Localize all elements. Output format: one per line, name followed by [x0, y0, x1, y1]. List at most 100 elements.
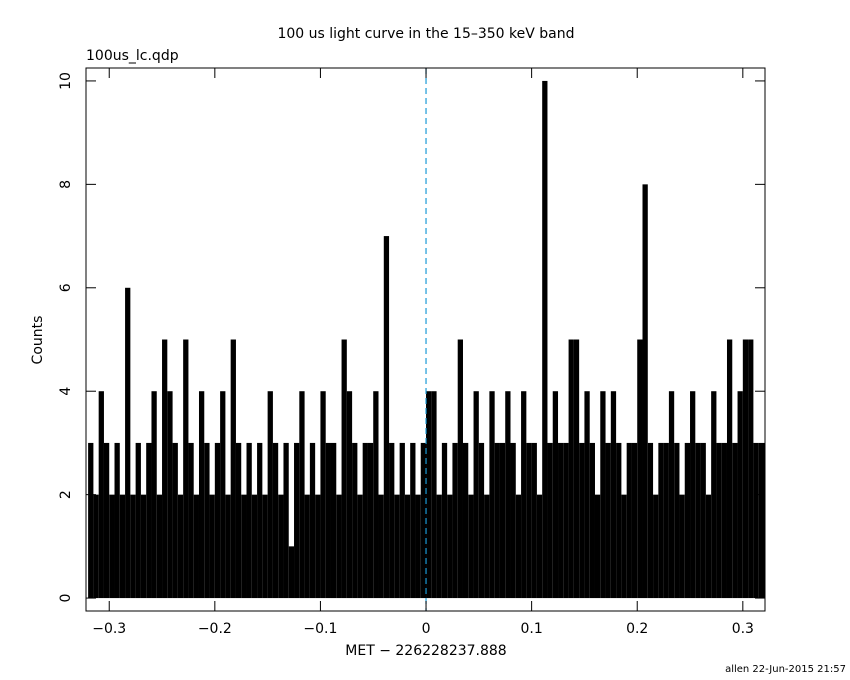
- bar: [558, 442, 564, 599]
- bar: [695, 442, 701, 599]
- bar: [183, 339, 189, 599]
- bar: [357, 494, 363, 599]
- bar: [668, 391, 675, 599]
- bar: [563, 442, 569, 599]
- bar: [426, 391, 432, 599]
- chart-title: 100 us light curve in the 15–350 keV ban…: [277, 26, 574, 42]
- y-axis-label: Counts: [30, 316, 46, 365]
- bar: [679, 494, 685, 599]
- bar: [579, 442, 585, 599]
- bar: [473, 391, 479, 599]
- bar: [737, 391, 743, 599]
- bar: [711, 391, 717, 599]
- bar: [135, 442, 141, 599]
- y-tick-label: 10: [58, 72, 74, 90]
- bar: [198, 391, 205, 599]
- bar: [389, 442, 395, 599]
- bar: [125, 287, 131, 599]
- bar: [631, 442, 638, 599]
- bar: [552, 391, 559, 599]
- bar: [742, 339, 749, 599]
- bar: [526, 442, 532, 599]
- bar: [468, 494, 474, 599]
- bar: [521, 391, 527, 599]
- bar: [146, 442, 152, 599]
- bar: [637, 339, 643, 599]
- bar: [605, 442, 611, 599]
- x-tick-label: 0.2: [626, 621, 648, 637]
- bar: [330, 442, 337, 599]
- x-tick-label: −0.3: [92, 621, 126, 637]
- x-tick-label: 0: [422, 621, 431, 637]
- bar: [394, 494, 400, 599]
- bar: [294, 442, 300, 599]
- bar: [209, 494, 215, 599]
- bar: [325, 442, 331, 599]
- bar: [610, 391, 617, 599]
- bar: [193, 494, 199, 599]
- bar: [204, 442, 210, 599]
- bar: [267, 391, 273, 599]
- bar: [716, 442, 722, 599]
- plot-frame: [85, 67, 766, 612]
- bar: [658, 442, 664, 599]
- bar: [700, 442, 706, 599]
- bar: [262, 494, 268, 599]
- bar: [373, 391, 379, 599]
- bar: [167, 391, 173, 599]
- bar: [283, 442, 289, 599]
- x-tick-label: −0.2: [198, 621, 232, 637]
- bar: [642, 184, 648, 599]
- bar: [410, 442, 416, 599]
- bar: [600, 391, 606, 599]
- bar: [753, 442, 759, 599]
- bar: [130, 494, 136, 599]
- bar: [103, 442, 110, 599]
- bar: [378, 494, 384, 599]
- bar: [758, 442, 765, 599]
- bar: [663, 442, 669, 599]
- bar: [705, 494, 712, 599]
- bar: [304, 494, 310, 599]
- bar: [352, 442, 358, 599]
- bar: [151, 391, 157, 599]
- bar: [362, 442, 368, 599]
- bar: [499, 442, 506, 599]
- y-tick-label: 6: [58, 283, 74, 292]
- bar: [431, 391, 437, 599]
- x-tick-label: 0.3: [732, 621, 754, 637]
- bar: [404, 494, 411, 599]
- bar: [420, 442, 427, 599]
- bar: [140, 494, 147, 599]
- bar: [299, 391, 305, 599]
- bar: [88, 442, 94, 599]
- x-tick-label: 0.1: [520, 621, 542, 637]
- bar: [547, 442, 553, 599]
- bar: [257, 442, 263, 599]
- bar: [315, 494, 321, 599]
- bar: [415, 494, 421, 599]
- bar: [478, 442, 485, 599]
- bar: [336, 494, 342, 599]
- bar: [748, 339, 754, 599]
- bar: [399, 442, 405, 599]
- bar: [447, 494, 453, 599]
- bar: [156, 494, 163, 599]
- x-axis-label: MET − 226228237.888: [345, 643, 506, 659]
- bar: [626, 442, 632, 599]
- x-tick-label: −0.1: [303, 621, 337, 637]
- bar: [172, 442, 178, 599]
- bar: [616, 442, 622, 599]
- bar: [732, 442, 738, 599]
- bar: [251, 494, 258, 599]
- bar: [341, 339, 347, 599]
- bar: [246, 442, 252, 599]
- bar: [684, 442, 691, 599]
- bar: [589, 442, 595, 599]
- bar: [457, 339, 463, 599]
- bar: [647, 442, 654, 599]
- y-tick-label: 2: [58, 490, 74, 499]
- y-tick-label: 0: [58, 594, 74, 603]
- bar: [536, 494, 543, 599]
